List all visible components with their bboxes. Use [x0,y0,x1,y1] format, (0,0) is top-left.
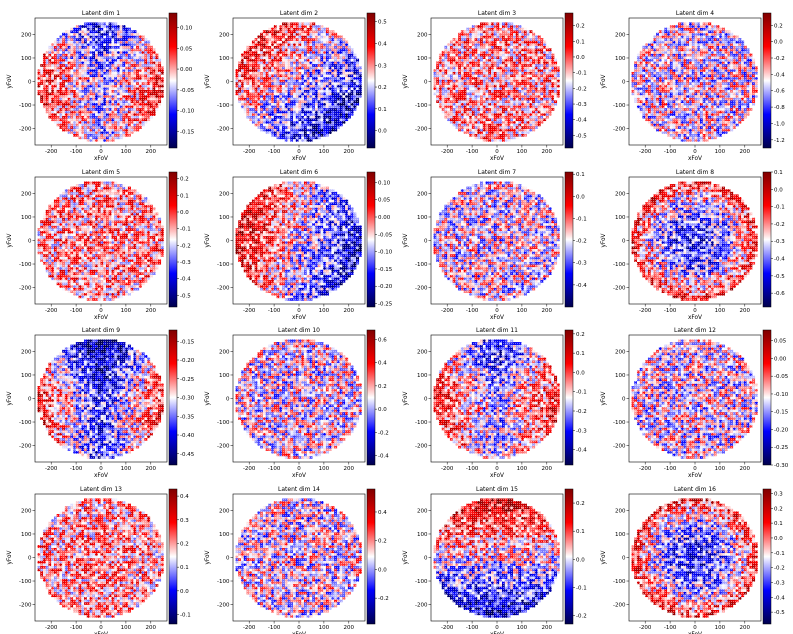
subplot-latent-dim-2: Latent dim 2 -200 -100 0 100 200 -200 -100 0 100 2… [205,10,387,162]
x-tick-label: 200 [344,149,355,155]
subplot-title: Latent dim 3 [478,10,516,17]
colorbar [366,12,376,149]
colorbar-tick-label: 0.1 [378,107,387,113]
y-tick-label: 200 [219,32,230,38]
x-axis-label: xFoV [94,156,108,162]
y-tick-label: 0 [226,80,230,86]
y-tick-label: -100 [19,103,32,109]
x-axis-label: xFoV [292,156,306,162]
y-tick-label: -200 [19,127,32,133]
colorbar-tick-label: -0.15 [180,129,195,135]
colorbar-tick-label: 0.00 [180,67,193,73]
colorbar-tick-label: 0.5 [378,20,387,26]
colorbar-tick-label: 0.05 [180,46,193,52]
subplot-title: Latent dim 2 [280,10,318,17]
y-tick-label: -100 [217,103,230,109]
y-tick-label: 100 [21,56,32,62]
y-axis-label: yFoV [7,74,13,88]
x-tick-label: -200 [243,149,256,155]
colorbar-tick-label: 0.2 [378,85,387,91]
y-axis-label: yFoV [205,74,211,88]
x-tick-label: -100 [268,149,281,155]
y-tick-label: 0 [28,80,32,86]
subplot-latent-dim-3: Latent dim 3-200 -100 0 100 200-200-10001002… [403,10,587,162]
subplot-title: Latent dim 1 [82,10,120,17]
x-tick-label: -200 [45,149,58,155]
colorbar-tick-label: 0.0 [378,129,387,135]
x-tick-label: 0 [99,149,103,155]
colorbar-tick-label: -0.10 [180,109,195,115]
heatmap-texture [233,18,365,145]
x-tick-label: -100 [70,149,83,155]
colorbar-tick-label: 0.10 [180,26,193,32]
heatmap-texture [35,18,167,145]
y-tick-label: -200 [217,127,230,133]
x-tick-label: 100 [121,149,132,155]
subplot-latent-dim-1: Latent dim 1 -200 -100 0 100 200 -200 -100 0 100 2… [7,10,195,162]
y-tick-label: 100 [219,56,230,62]
colorbar-tick-label: 0.4 [378,41,387,47]
colorbar [168,12,178,149]
colorbar-tick-label: -0.05 [180,88,195,94]
x-tick-label: 0 [297,149,301,155]
colorbar-tick-label: 0.3 [378,63,387,69]
y-tick-label: 200 [21,32,32,38]
x-tick-label: 100 [319,149,330,155]
x-tick-label: 200 [146,149,157,155]
